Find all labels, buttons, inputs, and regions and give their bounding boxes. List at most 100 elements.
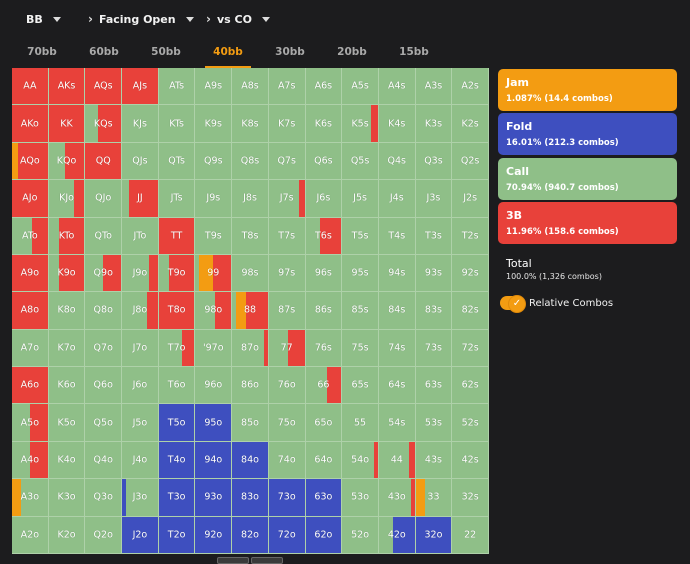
hand-cell[interactable]: KTo xyxy=(48,217,86,255)
bottom-button[interactable] xyxy=(217,557,249,564)
hand-cell[interactable]: 55 xyxy=(342,404,379,442)
hand-cell[interactable]: A5o xyxy=(12,404,49,442)
hand-cell[interactable]: K5o xyxy=(48,404,86,442)
hand-cell[interactable]: 63s xyxy=(415,367,453,405)
hand-cell[interactable]: 72s xyxy=(452,329,489,368)
hand-cell[interactable]: '97o xyxy=(195,329,233,368)
hand-cell[interactable]: A6s xyxy=(305,68,343,106)
hand-cell[interactable]: 42o xyxy=(378,516,416,554)
hand-cell[interactable]: A3s xyxy=(415,68,453,106)
hand-cell[interactable]: 92o xyxy=(195,516,233,554)
hand-cell[interactable]: ATs xyxy=(158,68,196,106)
hand-cell[interactable]: A7s xyxy=(268,68,306,106)
hand-cell[interactable]: 62o xyxy=(305,516,343,554)
relative-combos-toggle[interactable]: ✓ xyxy=(500,295,526,313)
hand-cell[interactable]: J2o xyxy=(122,516,159,554)
hand-cell[interactable]: 32s xyxy=(452,479,489,517)
hand-cell[interactable]: 54s xyxy=(378,404,416,442)
position-dropdown[interactable]: BB xyxy=(26,9,61,29)
hand-cell[interactable]: 84o xyxy=(232,441,269,480)
hand-cell[interactable]: Q7s xyxy=(268,142,306,181)
hand-cell[interactable]: KJo xyxy=(48,180,86,218)
hand-cell[interactable]: 88 xyxy=(232,292,269,330)
hand-cell[interactable]: T9s xyxy=(195,217,233,255)
hand-cell[interactable]: K9s xyxy=(195,105,233,143)
tab-30bb[interactable]: 30bb xyxy=(275,46,305,58)
hand-cell[interactable]: T8o xyxy=(158,292,196,330)
hand-cell[interactable]: QJs xyxy=(122,142,159,181)
hand-cell[interactable]: J4s xyxy=(378,180,416,218)
hand-cell[interactable]: Q6o xyxy=(85,367,123,405)
hand-cell[interactable]: J5s xyxy=(342,180,379,218)
hand-cell[interactable]: KTs xyxy=(158,105,196,143)
hand-cell[interactable]: 74s xyxy=(378,329,416,368)
hand-cell[interactable]: 84s xyxy=(378,292,416,330)
hand-cell[interactable]: Q4s xyxy=(378,142,416,181)
hand-cell[interactable]: Q8o xyxy=(85,292,123,330)
hand-cell[interactable]: 95s xyxy=(342,254,379,293)
hand-cell[interactable]: A3o xyxy=(12,479,49,517)
hand-cell[interactable]: T7s xyxy=(268,217,306,255)
hand-cell[interactable]: KJs xyxy=(122,105,159,143)
hand-cell[interactable]: K4s xyxy=(378,105,416,143)
tab-70bb[interactable]: 70bb xyxy=(27,46,57,58)
hand-cell[interactable]: T8s xyxy=(232,217,269,255)
hand-cell[interactable]: QTs xyxy=(158,142,196,181)
hand-cell[interactable]: Q7o xyxy=(85,329,123,368)
hand-cell[interactable]: J6o xyxy=(122,367,159,405)
hand-cell[interactable]: K8s xyxy=(232,105,269,143)
hand-cell[interactable]: 82s xyxy=(452,292,489,330)
hand-cell[interactable]: 98o xyxy=(195,292,233,330)
hand-cell[interactable]: 85s xyxy=(342,292,379,330)
hand-cell[interactable]: 74o xyxy=(268,441,306,480)
hand-cell[interactable]: 53o xyxy=(342,479,379,517)
hand-cell[interactable]: A9o xyxy=(12,254,49,293)
hand-cell[interactable]: 86o xyxy=(232,367,269,405)
hand-cell[interactable]: 43s xyxy=(415,441,453,480)
hand-cell[interactable]: 96s xyxy=(305,254,343,293)
hand-cell[interactable]: 93s xyxy=(415,254,453,293)
hand-cell[interactable]: 92s xyxy=(452,254,489,293)
hand-cell[interactable]: J6s xyxy=(305,180,343,218)
hand-cell[interactable]: QTo xyxy=(85,217,123,255)
hand-cell[interactable]: ATo xyxy=(12,217,49,255)
bottom-button[interactable] xyxy=(251,557,283,564)
hand-cell[interactable]: 82o xyxy=(232,516,269,554)
hand-cell[interactable]: A5s xyxy=(342,68,379,106)
action-card-fold[interactable]: Fold 16.01% (212.3 combos) xyxy=(498,113,677,155)
hand-cell[interactable]: 22 xyxy=(452,516,489,554)
hand-cell[interactable]: J7o xyxy=(122,329,159,368)
hand-cell[interactable]: 54o xyxy=(342,441,379,480)
hand-cell[interactable]: 94o xyxy=(195,441,233,480)
tab-20bb[interactable]: 20bb xyxy=(337,46,367,58)
hand-cell[interactable]: T6s xyxy=(305,217,343,255)
hand-cell[interactable]: Q8s xyxy=(232,142,269,181)
hand-cell[interactable]: QQ xyxy=(85,142,123,181)
hand-cell[interactable]: J5o xyxy=(122,404,159,442)
hand-cell[interactable]: 75s xyxy=(342,329,379,368)
hand-cell[interactable]: T2s xyxy=(452,217,489,255)
hand-cell[interactable]: JJ xyxy=(122,180,159,218)
hand-cell[interactable]: KQo xyxy=(48,142,86,181)
hand-cell[interactable]: 64s xyxy=(378,367,416,405)
hand-cell[interactable]: Q9o xyxy=(85,254,123,293)
hand-cell[interactable]: 32o xyxy=(415,516,453,554)
hand-cell[interactable]: T4s xyxy=(378,217,416,255)
hand-cell[interactable]: K5s xyxy=(342,105,379,143)
hand-cell[interactable]: A2o xyxy=(12,516,49,554)
hand-cell[interactable]: Q4o xyxy=(85,441,123,480)
hand-cell[interactable]: 76s xyxy=(305,329,343,368)
hand-cell[interactable]: 85o xyxy=(232,404,269,442)
hand-cell[interactable]: 95o xyxy=(195,404,233,442)
hand-cell[interactable]: JTs xyxy=(158,180,196,218)
hand-cell[interactable]: 94s xyxy=(378,254,416,293)
hand-cell[interactable]: 44 xyxy=(378,441,416,480)
hand-cell[interactable]: AKo xyxy=(12,105,49,143)
hand-cell[interactable]: K2s xyxy=(452,105,489,143)
hand-cell[interactable]: 87o xyxy=(232,329,269,368)
action-card-threebet[interactable]: 3B 11.96% (158.6 combos) xyxy=(498,202,677,244)
hand-cell[interactable]: AQo xyxy=(12,142,49,181)
hand-cell[interactable]: T5s xyxy=(342,217,379,255)
hand-cell[interactable]: Q3s xyxy=(415,142,453,181)
hand-cell[interactable]: 86s xyxy=(305,292,343,330)
